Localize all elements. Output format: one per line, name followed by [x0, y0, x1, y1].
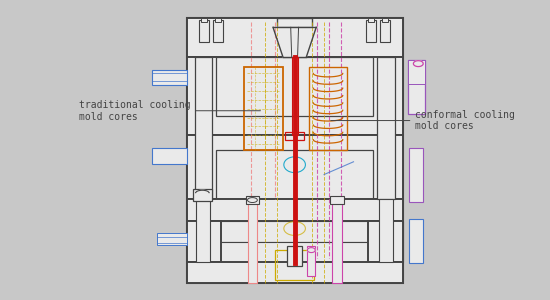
Bar: [380, 20, 390, 42]
Text: traditional cooling
mold cores: traditional cooling mold cores: [79, 100, 261, 122]
Bar: [307, 246, 315, 276]
Bar: [200, 20, 209, 42]
Bar: [195, 57, 212, 199]
Bar: [186, 57, 403, 135]
Bar: [157, 233, 186, 245]
Bar: [192, 189, 212, 201]
Bar: [152, 148, 186, 164]
Bar: [379, 199, 393, 262]
Bar: [382, 17, 388, 22]
Bar: [201, 17, 207, 22]
Bar: [287, 246, 302, 266]
Bar: [408, 60, 425, 84]
Bar: [332, 199, 342, 284]
Bar: [366, 20, 376, 42]
Bar: [152, 70, 186, 85]
Bar: [285, 132, 305, 140]
Bar: [248, 199, 257, 284]
Bar: [215, 17, 221, 22]
Bar: [409, 148, 423, 202]
Polygon shape: [273, 27, 316, 57]
Bar: [213, 20, 223, 42]
Bar: [275, 250, 314, 280]
Bar: [368, 17, 374, 22]
Bar: [216, 57, 373, 116]
Ellipse shape: [414, 61, 423, 67]
Bar: [186, 17, 403, 57]
Bar: [196, 199, 210, 262]
Bar: [277, 17, 312, 27]
Bar: [186, 135, 403, 199]
Bar: [186, 199, 403, 221]
Bar: [368, 221, 403, 262]
Text: conformal cooling
mold cores: conformal cooling mold cores: [331, 110, 515, 131]
Bar: [408, 60, 425, 114]
Bar: [186, 221, 221, 262]
Bar: [377, 57, 395, 199]
Bar: [186, 221, 403, 242]
Bar: [409, 219, 423, 263]
Bar: [245, 196, 259, 204]
Bar: [330, 196, 344, 204]
Bar: [309, 67, 346, 150]
Bar: [186, 262, 403, 283]
Bar: [186, 17, 403, 283]
Bar: [244, 67, 283, 150]
Bar: [216, 150, 373, 199]
Bar: [186, 242, 403, 262]
Ellipse shape: [307, 248, 315, 253]
Ellipse shape: [195, 190, 209, 196]
